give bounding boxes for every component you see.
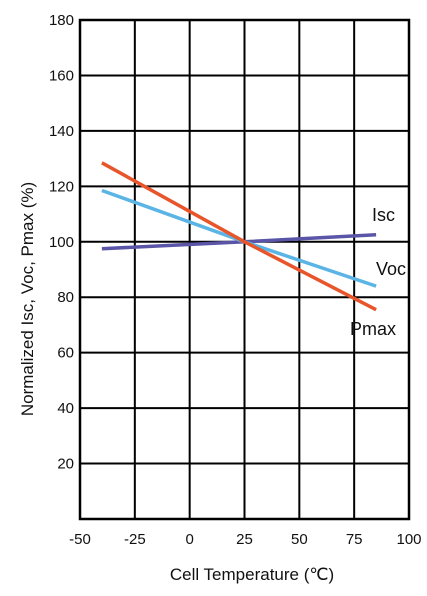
x-tick-label: 50 — [291, 531, 308, 548]
y-tick-label: 60 — [57, 345, 74, 362]
plot-border — [78, 18, 411, 521]
x-tick-label: 75 — [346, 531, 363, 548]
y-tick-label: 100 — [49, 234, 74, 251]
y-tick-label: 40 — [57, 400, 74, 417]
series-line-pmax — [101, 161, 377, 312]
x-tick-label: -25 — [124, 531, 146, 548]
y-tick-label: 180 — [49, 12, 74, 29]
series-label-pmax: Pmax — [350, 319, 396, 339]
x-tick-label: -50 — [69, 531, 91, 548]
series-label-isc: Isc — [372, 205, 395, 225]
y-tick-label: 160 — [49, 67, 74, 84]
y-tick-label: 120 — [49, 178, 74, 195]
series-lines — [101, 161, 377, 312]
y-axis-title: Normalized Isc, Voc, Pmax (%) — [18, 182, 37, 416]
x-tick-label: 100 — [396, 531, 421, 548]
y-tick-label: 20 — [57, 456, 74, 473]
grid — [80, 20, 409, 519]
series-labels: Isc Voc Pmax — [350, 205, 406, 339]
x-tick-label: 25 — [236, 531, 253, 548]
y-tick-label: 80 — [57, 289, 74, 306]
x-tick-label: 0 — [185, 531, 193, 548]
plot-frame — [78, 18, 411, 521]
y-tick-labels: 20 40 60 80 100 120 140 160 180 — [49, 12, 74, 473]
x-tick-labels: -50 -25 0 25 50 75 100 — [69, 531, 421, 548]
y-tick-label: 140 — [49, 123, 74, 140]
x-axis-title: Cell Temperature (℃) — [170, 565, 334, 584]
series-label-voc: Voc — [376, 259, 406, 279]
